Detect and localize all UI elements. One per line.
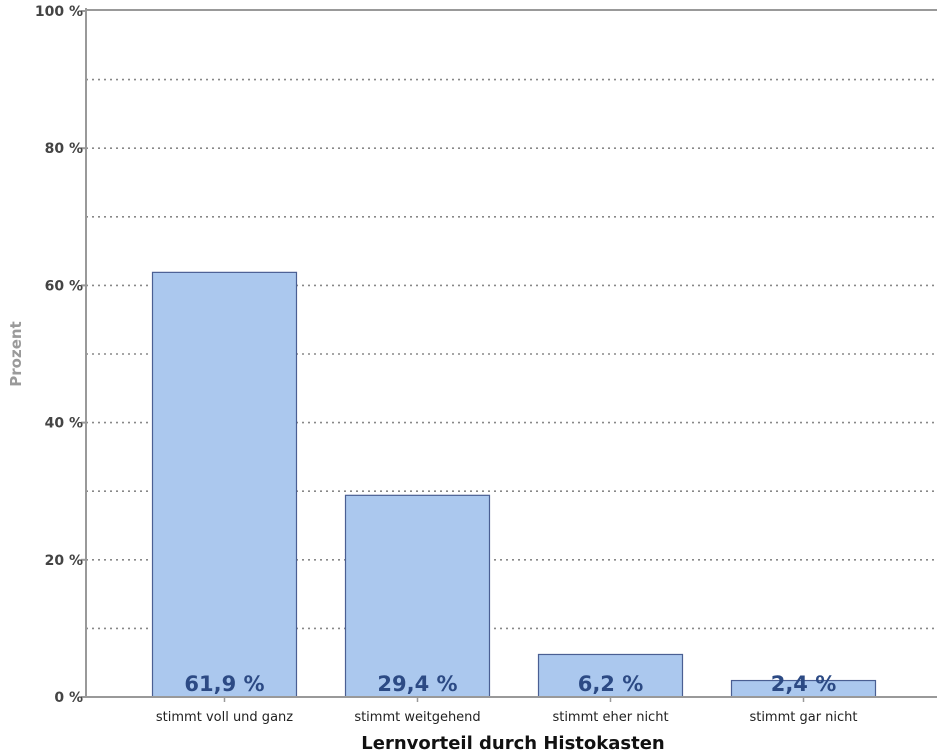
grid-lines	[86, 78, 937, 630]
bars	[151, 271, 877, 698]
x-category-label: stimmt voll und ganz	[156, 710, 293, 725]
value-label: 61,9 %	[184, 672, 264, 696]
y-tick-labels: 0 % 20 % 40 % 60 % 80 % 100 %	[35, 4, 86, 706]
y-tick-label: 40 %	[45, 416, 83, 432]
bar	[537, 653, 684, 698]
y-tick-label: 60 %	[45, 278, 83, 294]
axes	[85, 8, 937, 698]
y-axis-label: Prozent	[7, 321, 25, 386]
value-label: 29,4 %	[377, 672, 457, 696]
x-category-label: stimmt eher nicht	[552, 710, 668, 725]
y-tick-label: 20 %	[45, 553, 83, 569]
bar	[151, 271, 298, 698]
y-tick-label: 80 %	[45, 141, 83, 157]
bar	[344, 494, 491, 698]
x-axis-label: Lernvorteil durch Histokasten	[361, 733, 664, 754]
y-tick-label: 100 %	[35, 4, 83, 20]
value-label: 6,2 %	[578, 672, 644, 696]
x-category-labels: stimmt voll und ganz stimmt weitgehend sti…	[156, 697, 858, 725]
y-tick-label: 0 %	[54, 690, 83, 706]
value-label: 2,4 %	[771, 672, 837, 696]
x-category-label: stimmt weitgehend	[354, 710, 480, 725]
x-category-label: stimmt gar nicht	[749, 710, 857, 725]
value-labels: 61,9 % 29,4 % 6,2 % 2,4 %	[184, 672, 836, 696]
